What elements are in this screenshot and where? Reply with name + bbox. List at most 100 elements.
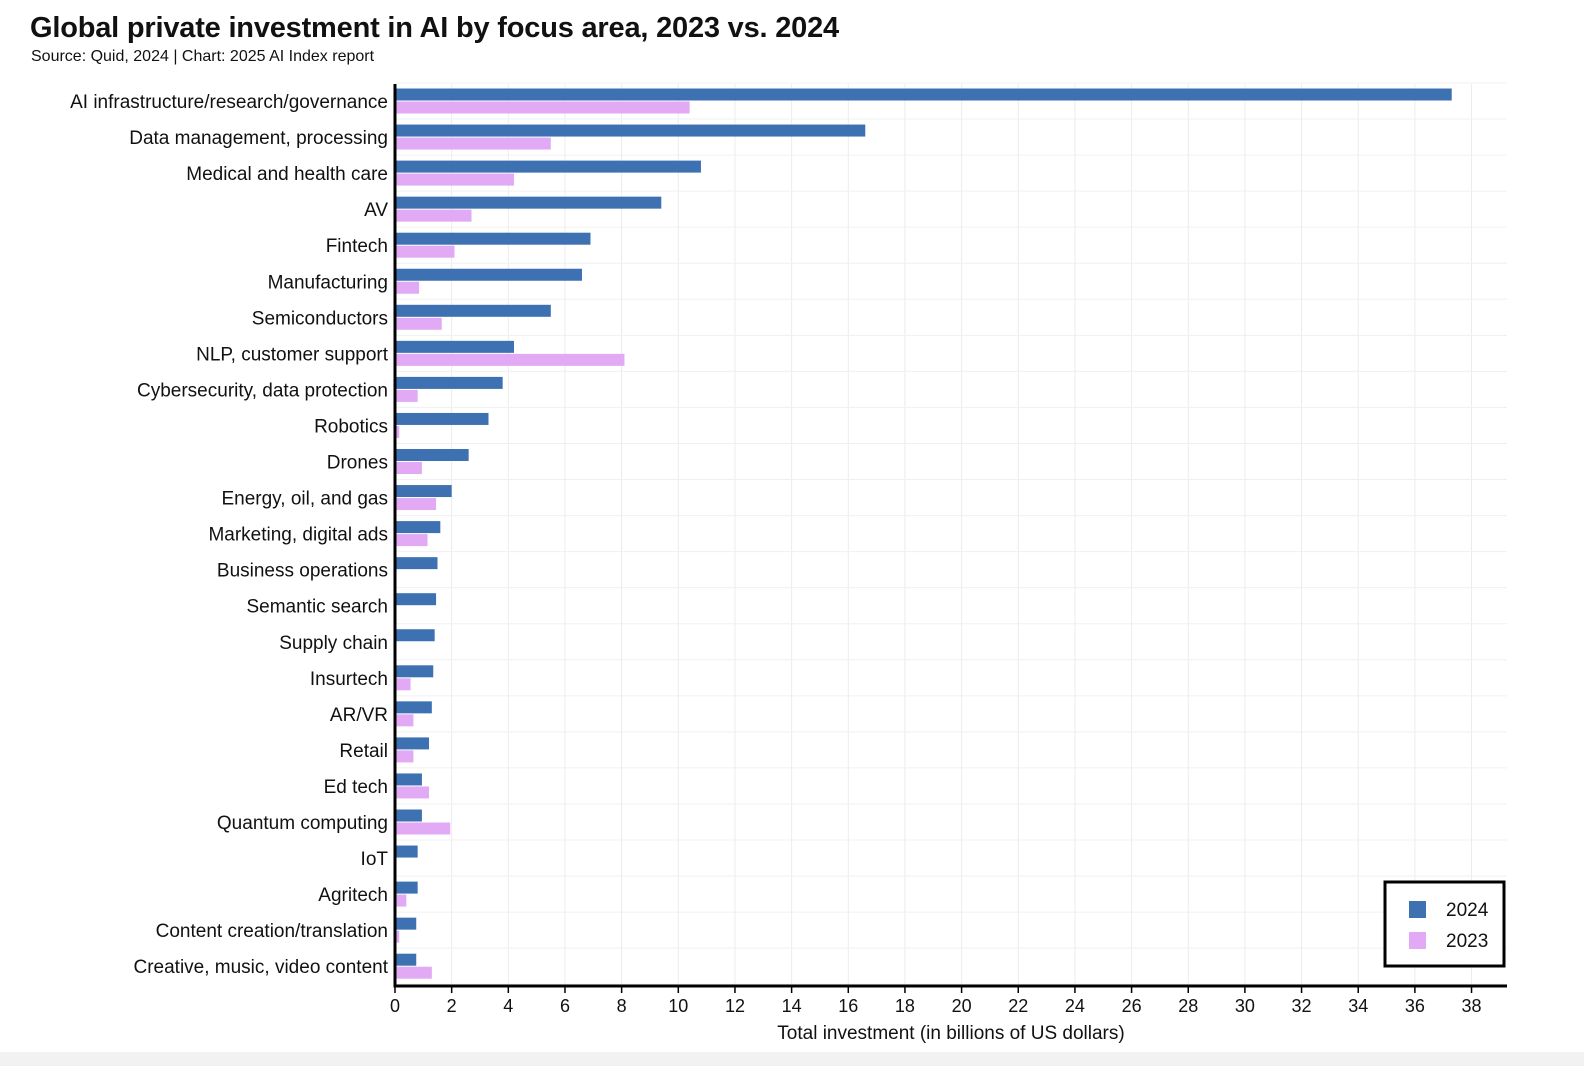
legend-swatch-2023 <box>1409 932 1426 949</box>
bar-2023 <box>395 966 432 979</box>
category-label: Business operations <box>217 561 388 582</box>
bar-2023 <box>395 714 414 727</box>
bar-2023 <box>395 245 455 258</box>
bar-2024 <box>395 449 469 461</box>
category-label: Creative, music, video content <box>133 957 388 978</box>
bar-2024 <box>395 809 422 822</box>
x-tick-label: 20 <box>952 996 972 1016</box>
x-tick-label: 10 <box>668 996 688 1016</box>
bar-2023 <box>395 173 514 186</box>
legend-swatch-2024 <box>1409 901 1426 918</box>
bar-2024 <box>395 665 434 678</box>
bar-2023 <box>395 317 442 330</box>
bar-2024 <box>395 304 551 317</box>
bar-2024 <box>395 701 432 714</box>
category-label: Drones <box>327 453 388 474</box>
bar-2024 <box>395 521 441 534</box>
category-label: Marketing, digital ads <box>208 525 388 546</box>
x-tick-label: 28 <box>1178 996 1198 1016</box>
bar-2024 <box>395 232 591 245</box>
bar-2024 <box>395 88 1452 101</box>
bar-2024 <box>395 629 435 642</box>
bar-2024 <box>395 737 429 750</box>
category-label: Semiconductors <box>252 308 388 329</box>
bar-2023 <box>395 930 400 943</box>
bar-2023 <box>395 281 420 294</box>
bar-2024 <box>395 160 701 173</box>
x-tick-label: 2 <box>447 996 457 1016</box>
category-label: Medical and health care <box>186 164 388 185</box>
bar-2023 <box>395 389 418 402</box>
x-tick-label: 0 <box>390 996 400 1016</box>
bar-2024 <box>395 196 662 209</box>
category-label: Retail <box>339 741 388 762</box>
category-label: Agritech <box>318 885 388 906</box>
bar-2024 <box>395 124 866 137</box>
bar-2023 <box>395 209 472 222</box>
category-label: Content creation/translation <box>156 921 388 942</box>
bar-2024 <box>395 845 418 858</box>
bottom-edge <box>0 1052 1584 1066</box>
bar-2024 <box>395 593 437 606</box>
bar-2023 <box>395 353 625 366</box>
bar-2023 <box>395 678 411 691</box>
x-tick-label: 38 <box>1462 996 1482 1016</box>
x-tick-label: 4 <box>503 996 513 1016</box>
category-label: Quantum computing <box>217 813 388 834</box>
x-tick-label: 24 <box>1065 996 1085 1016</box>
x-tick-label: 16 <box>838 996 858 1016</box>
x-tick-label: 30 <box>1235 996 1255 1016</box>
bar-2024 <box>395 917 417 930</box>
legend-label-2023: 2023 <box>1446 931 1488 952</box>
legend-label-2024: 2024 <box>1446 900 1489 921</box>
category-label: Supply chain <box>279 633 388 654</box>
bar-2023 <box>395 101 690 114</box>
x-tick-label: 32 <box>1292 996 1312 1016</box>
bar-2023 <box>395 822 451 835</box>
x-tick-label: 18 <box>895 996 915 1016</box>
x-tick-label: 6 <box>560 996 570 1016</box>
chart-title: Global private investment in AI by focus… <box>30 12 839 44</box>
bar-2023 <box>395 534 428 547</box>
bar-2023 <box>395 137 551 150</box>
x-tick-label: 8 <box>617 996 627 1016</box>
bar-2023 <box>395 894 407 907</box>
bar-2024 <box>395 881 418 894</box>
category-label: Ed tech <box>324 777 388 798</box>
x-tick-label: 22 <box>1008 996 1028 1016</box>
x-tick-label: 34 <box>1348 996 1368 1016</box>
bar-2023 <box>395 462 422 474</box>
x-axis-title: Total investment (in billions of US doll… <box>777 1023 1124 1044</box>
bar-2024 <box>395 412 489 425</box>
bar-2024 <box>395 953 417 966</box>
bar-2024 <box>395 485 452 498</box>
category-label: NLP, customer support <box>196 344 389 365</box>
x-tick-label: 26 <box>1122 996 1142 1016</box>
bar-2024 <box>395 376 503 389</box>
category-label: AI infrastructure/research/governance <box>70 92 388 113</box>
x-tick-label: 14 <box>782 996 802 1016</box>
bar-2023 <box>395 425 400 438</box>
category-label: AR/VR <box>330 705 388 726</box>
bar-2023 <box>395 750 414 763</box>
bar-2024 <box>395 557 438 570</box>
category-label: IoT <box>361 849 389 870</box>
category-label: Energy, oil, and gas <box>221 489 388 510</box>
bar-2024 <box>395 773 422 786</box>
category-label: Insurtech <box>310 669 388 690</box>
bar-2023 <box>395 498 437 511</box>
chart-subtitle: Source: Quid, 2024 | Chart: 2025 AI Inde… <box>31 48 375 65</box>
category-label: AV <box>364 200 388 221</box>
category-label: Data management, processing <box>129 128 388 149</box>
category-label: Semantic search <box>246 597 388 618</box>
bar-2024 <box>395 268 582 281</box>
x-tick-label: 36 <box>1405 996 1425 1016</box>
legend-box <box>1383 880 1506 968</box>
bar-2024 <box>395 340 514 353</box>
category-label: Robotics <box>314 416 388 437</box>
bar-2023 <box>395 786 429 799</box>
x-tick-label: 12 <box>725 996 745 1016</box>
category-label: Fintech <box>326 236 388 257</box>
category-label: Cybersecurity, data protection <box>137 380 388 401</box>
